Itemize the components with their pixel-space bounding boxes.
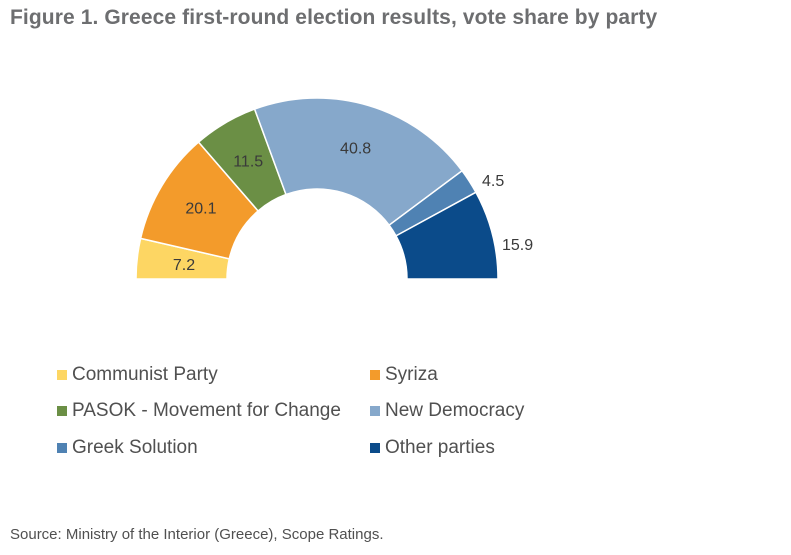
legend-label-greek-solution: Greek Solution	[72, 437, 198, 458]
legend-item-other-parties: Other parties	[370, 437, 495, 458]
legend-item-communist-party: Communist Party	[57, 364, 218, 385]
legend-label-syriza: Syriza	[385, 364, 438, 385]
chart-title: Figure 1. Greece first-round election re…	[10, 6, 658, 29]
legend-item-new-democracy: New Democracy	[370, 400, 525, 421]
data-label-syriza: 20.1	[185, 200, 216, 217]
legend-item-syriza: Syriza	[370, 364, 438, 385]
data-label-other-parties: 15.9	[502, 237, 533, 254]
legend-swatch-new-democracy	[370, 406, 380, 416]
legend-label-new-democracy: New Democracy	[385, 400, 525, 421]
legend-swatch-communist-party	[57, 370, 67, 380]
legend-item-greek-solution: Greek Solution	[57, 437, 198, 458]
legend-swatch-syriza	[370, 370, 380, 380]
legend-swatch-pasok-movement-for-change	[57, 406, 67, 416]
chart-slices	[135, 97, 499, 280]
data-label-pasok-movement-for-change: 11.5	[233, 153, 263, 170]
legend-label-communist-party: Communist Party	[72, 364, 218, 385]
legend-swatch-greek-solution	[57, 443, 67, 453]
chart-data-labels: 7.2 20.1 11.5 40.8 4.5 15.9	[173, 140, 533, 274]
slice-new-democracy	[253, 97, 464, 227]
chart-legend: Communist Party Syriza PASOK - Movement fo…	[57, 364, 525, 458]
legend-item-pasok-movement-for-change: PASOK - Movement for Change	[57, 400, 341, 421]
legend-label-pasok-movement-for-change: PASOK - Movement for Change	[72, 400, 341, 421]
legend-label-other-parties: Other parties	[385, 437, 495, 458]
source-note: Source: Ministry of the Interior (Greece…	[10, 526, 384, 543]
data-label-communist-party: 7.2	[173, 257, 195, 274]
data-label-greek-solution: 4.5	[482, 173, 504, 190]
data-label-new-democracy: 40.8	[340, 140, 371, 157]
slice-other-parties	[394, 191, 499, 280]
legend-swatch-other-parties	[370, 443, 380, 453]
